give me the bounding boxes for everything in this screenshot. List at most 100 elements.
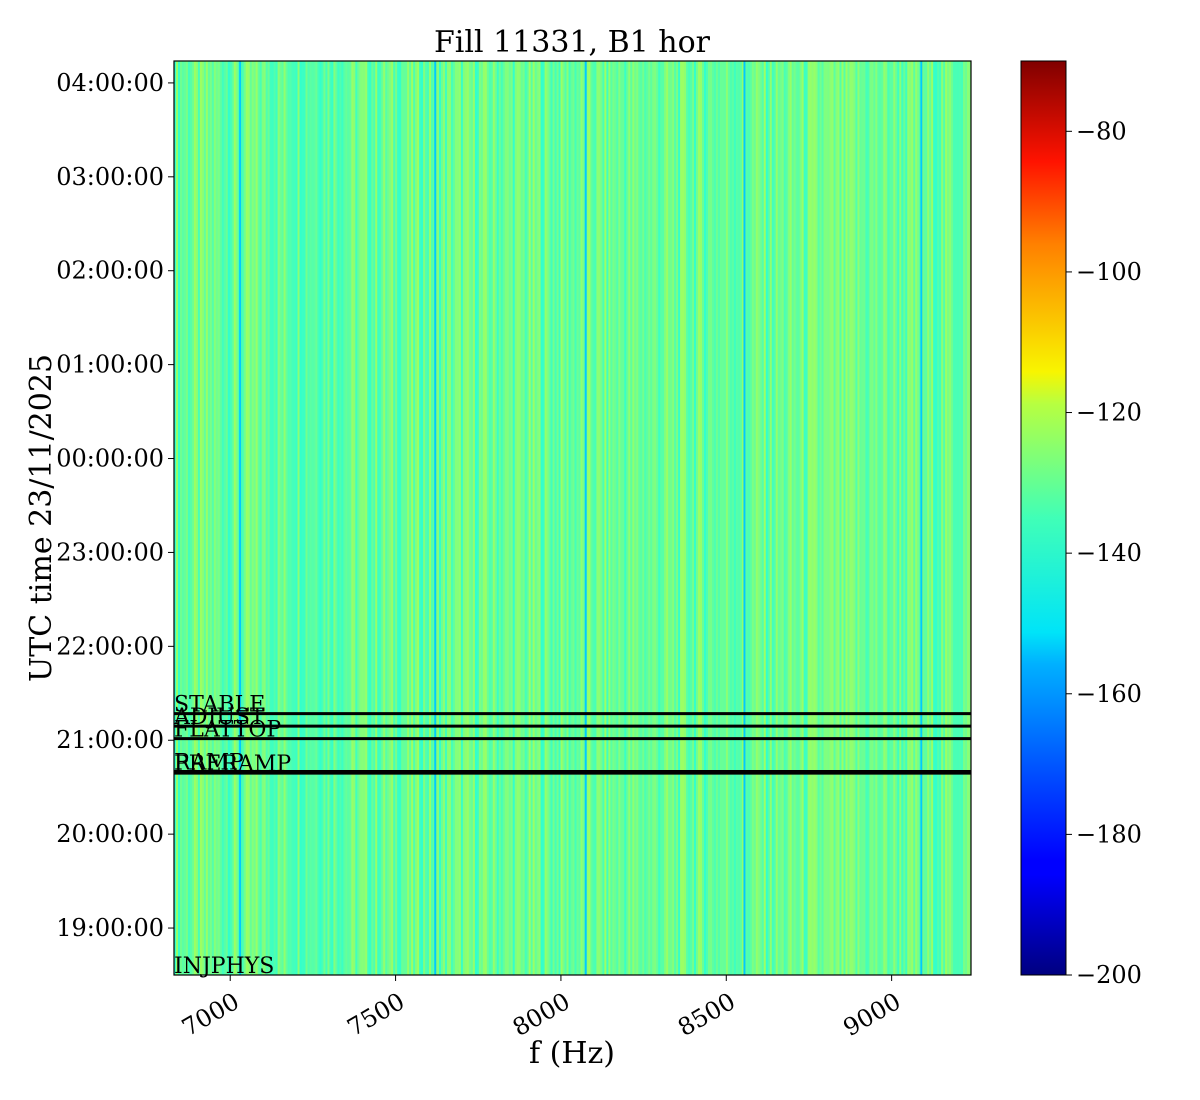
heatmap-column (871, 61, 874, 975)
heatmap-column (331, 61, 334, 975)
heatmap-column (907, 61, 910, 975)
heatmap-column (885, 61, 888, 975)
heatmap-column (494, 61, 498, 975)
y-tick-label: 20:00:00 (56, 820, 164, 848)
heatmap-column (843, 61, 847, 975)
heatmap-column (207, 61, 211, 975)
heatmap-column (357, 61, 360, 975)
heatmap-column (456, 61, 460, 975)
heatmap-column (855, 61, 859, 975)
heatmap-column (454, 61, 458, 975)
heatmap-column (287, 61, 291, 975)
y-tick-label: 19:00:00 (56, 914, 164, 942)
heatmap-column (397, 61, 400, 975)
heatmap-column (351, 61, 354, 975)
heatmap-column (301, 61, 305, 975)
heatmap-column (628, 61, 631, 975)
heatmap-column (670, 61, 673, 975)
heatmap-column (269, 61, 273, 975)
heatmap-column (385, 61, 388, 975)
heatmap-column (452, 61, 456, 975)
heatmap-column (707, 61, 711, 975)
heatmap-column (805, 61, 809, 975)
phase-label-stable: STABLE (174, 693, 265, 718)
heatmap-column (528, 61, 532, 975)
heatmap-column (713, 61, 717, 975)
heatmap-column (588, 61, 592, 975)
y-tick-label: 01:00:00 (56, 351, 164, 379)
heatmap-column (229, 61, 233, 975)
heatmap-column (474, 61, 478, 975)
x-axis-label: f (Hz) (529, 1036, 615, 1071)
heatmap-column (737, 61, 741, 975)
heatmap-column (823, 61, 827, 975)
heatmap-column (199, 61, 203, 975)
heatmap-column (315, 61, 319, 975)
heatmap-column (931, 61, 934, 975)
heatmap-column (849, 61, 853, 975)
heatmap-column (963, 61, 966, 975)
heatmap-column (815, 61, 819, 975)
y-axis-ticks: 19:00:00 20:00:00 21:00:00 22:00:00 23:00:00… (56, 69, 174, 942)
heatmap-column (197, 61, 201, 975)
heatmap-column (905, 61, 908, 975)
heatmap-column (777, 61, 781, 975)
heatmap-column (642, 61, 645, 975)
heatmap-column (785, 61, 789, 975)
heatmap-column (835, 61, 839, 975)
colorbar-tick-label: −80 (1076, 117, 1127, 145)
heatmap-column (739, 61, 743, 975)
heatmap-column (624, 61, 627, 975)
x-axis-ticks: 7000 7500 8000 8500 9000 (177, 975, 905, 1042)
heatmap-column (967, 61, 970, 975)
heatmap-column (686, 61, 689, 975)
heatmap-column (586, 61, 590, 975)
y-tick-label: 21:00:00 (56, 726, 164, 754)
heatmap-column (369, 61, 372, 975)
colorbar-tick-label: −140 (1076, 539, 1142, 567)
heatmap-column (185, 61, 189, 975)
heatmap-column (781, 61, 785, 975)
heatmap-column (181, 61, 185, 975)
heatmap-column (674, 61, 677, 975)
heatmap-column (688, 61, 691, 975)
colorbar-tick-label: −180 (1076, 820, 1142, 848)
heatmap-column (401, 61, 404, 975)
heatmap-column (373, 61, 376, 975)
heatmap-column (249, 61, 253, 975)
heatmap-column (877, 61, 880, 975)
heatmap-column (592, 61, 596, 975)
heatmap-column (279, 61, 283, 975)
heatmap-column (933, 61, 936, 975)
heatmap-column (767, 61, 771, 975)
heatmap-column (393, 61, 396, 975)
heatmap-column (540, 61, 544, 975)
heatmap-column (427, 61, 430, 975)
heatmap-column (731, 61, 735, 975)
heatmap-column (403, 61, 406, 975)
spectral-line (920, 61, 923, 975)
heatmap-column (415, 61, 418, 975)
heatmap-column (355, 61, 358, 975)
heatmap-column (895, 61, 898, 975)
heatmap-column (464, 61, 468, 975)
heatmap-column (863, 61, 866, 975)
heatmap-column (574, 61, 578, 975)
heatmap-column (668, 61, 671, 975)
heatmap-column (604, 61, 607, 975)
heatmap-column (243, 61, 247, 975)
heatmap-column (719, 61, 723, 975)
heatmap-column (598, 61, 601, 975)
heatmap-column (237, 61, 241, 975)
heatmap-column (921, 61, 924, 975)
heatmap-column (847, 61, 851, 975)
heatmap-column (821, 61, 825, 975)
heatmap-column (466, 61, 470, 975)
heatmap-area (174, 61, 971, 975)
heatmap-column (548, 61, 552, 975)
heatmap-column (721, 61, 725, 975)
heatmap-column (431, 61, 434, 975)
heatmap-column (297, 61, 301, 975)
heatmap-column (423, 61, 426, 975)
heatmap-column (775, 61, 779, 975)
